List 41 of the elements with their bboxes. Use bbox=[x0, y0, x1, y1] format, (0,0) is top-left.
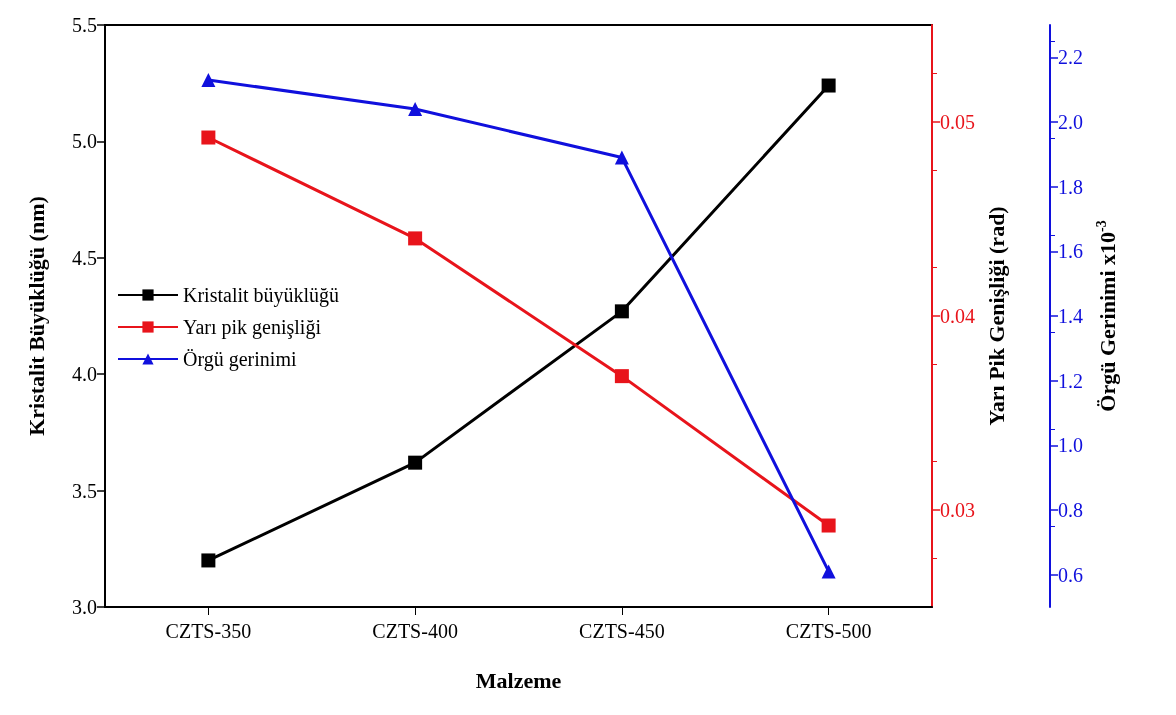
y-tick-label: 3.5 bbox=[72, 479, 97, 502]
x-tick-label: CZTS-500 bbox=[785, 620, 872, 642]
point bbox=[821, 78, 836, 93]
x-tick-label: CZTS-350 bbox=[165, 620, 252, 642]
y3-tick-label: 1.6 bbox=[1058, 240, 1083, 263]
legend-label: Örgü gerinimi bbox=[183, 348, 297, 371]
point bbox=[408, 231, 423, 246]
point bbox=[408, 102, 423, 117]
legend-label: Kristalit büyüklüğü bbox=[183, 284, 340, 307]
point bbox=[201, 553, 216, 568]
y3-tick-label: 0.6 bbox=[1058, 563, 1083, 586]
y3-tick-label: 2.2 bbox=[1058, 46, 1083, 69]
y3-tick-label: 1.8 bbox=[1058, 175, 1083, 198]
y-tick-label: 4.5 bbox=[72, 246, 97, 269]
x-axis-title: Malzeme bbox=[475, 667, 562, 693]
point bbox=[821, 518, 836, 533]
y3-tick-label: 1.2 bbox=[1058, 369, 1083, 392]
y2-axis-title: Yarı Pik Genişliği (rad) bbox=[984, 206, 1010, 426]
point bbox=[614, 150, 629, 165]
y2-tick-label: 0.04 bbox=[940, 305, 975, 327]
point bbox=[201, 130, 216, 145]
point bbox=[821, 564, 836, 579]
y-tick-label: 3.0 bbox=[72, 596, 97, 618]
y3-tick-label: 0.8 bbox=[1058, 499, 1083, 521]
y-axis-title: Kristalit Büyüklüğü (nm) bbox=[23, 196, 49, 436]
y2-tick-label: 0.05 bbox=[940, 111, 975, 133]
x-tick-label: CZTS-400 bbox=[372, 620, 458, 642]
y-tick-label: 4.0 bbox=[72, 363, 97, 386]
y3-tick-label: 1.0 bbox=[1058, 434, 1083, 457]
y3-axis-title: Örgü Gerinimi x10-3 bbox=[1093, 220, 1120, 412]
x-tick-label: CZTS-450 bbox=[579, 620, 665, 642]
point bbox=[201, 72, 216, 87]
legend-label: Yarı pik genişliği bbox=[183, 316, 322, 339]
y3-tick-label: 1.4 bbox=[1058, 305, 1083, 327]
point bbox=[614, 304, 629, 319]
y3-tick-label: 2.0 bbox=[1058, 111, 1083, 133]
y-tick-label: 5.5 bbox=[72, 14, 97, 36]
point bbox=[408, 455, 423, 470]
y2-tick-label: 0.03 bbox=[940, 499, 975, 521]
y-tick-label: 5.0 bbox=[72, 130, 97, 153]
point bbox=[614, 369, 629, 384]
